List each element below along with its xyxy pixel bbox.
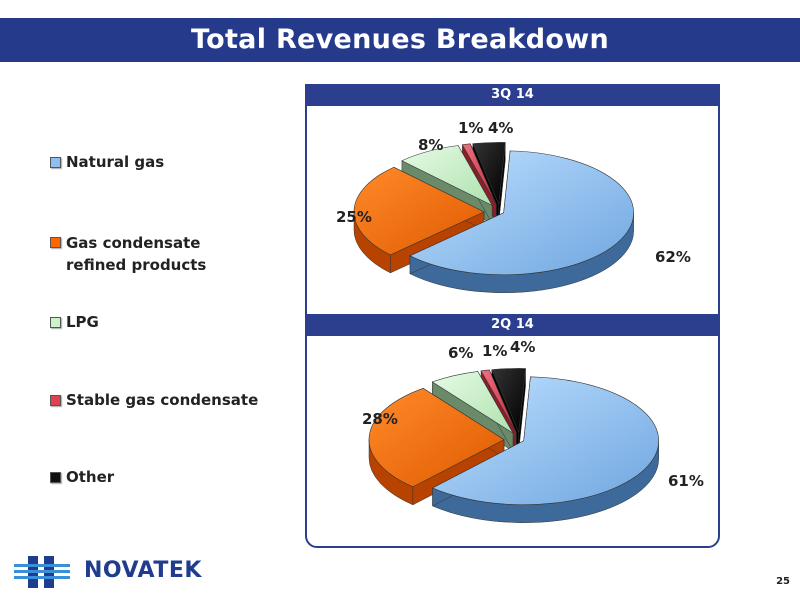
legend-swatch — [50, 472, 61, 483]
legend-swatch — [50, 237, 61, 248]
novatek-logo-icon — [14, 556, 70, 588]
pie-label-natural-gas: 62% — [655, 248, 691, 266]
pie-label-lpg: 8% — [418, 136, 443, 154]
pie-slice-stable-gas-condensate — [461, 143, 497, 205]
period-header-2q14: 2Q 14 — [305, 314, 720, 336]
legend-swatch — [50, 395, 61, 406]
legend-label: Gas condensate refined products — [66, 234, 207, 274]
pie-slice-natural-gas — [431, 376, 659, 505]
pie-0 — [353, 142, 634, 294]
novatek-logo: NOVATEK — [14, 556, 214, 588]
pie-slice-other — [472, 142, 506, 206]
legend-label: Stable gas condensate — [66, 391, 259, 409]
pie-label-other: 4% — [510, 338, 535, 356]
pie-slice-gas-condensate — [353, 166, 485, 256]
pie-slice-lpg — [401, 145, 493, 207]
pie-1 — [368, 368, 659, 523]
pie-label-gas-condensate: 28% — [362, 410, 398, 428]
legend-swatch — [50, 317, 61, 328]
page-title: Total Revenues Breakdown — [190, 24, 610, 55]
pie-label-natural-gas: 61% — [668, 472, 704, 490]
pie-label-lpg: 6% — [448, 344, 473, 362]
page-number: 25 — [776, 576, 790, 587]
period-header-3q14: 3Q 14 — [305, 84, 720, 106]
pie-slice-natural-gas — [409, 150, 634, 276]
legend-label: Natural gas — [66, 153, 165, 171]
pie-slice-stable-gas-condensate — [480, 369, 517, 433]
title-bar — [0, 18, 800, 62]
pie-slice-gas-condensate — [368, 387, 505, 488]
legend-swatch — [50, 157, 61, 168]
pie-label-gas-condensate: 25% — [336, 208, 372, 226]
pie-label-stable-gas-condensate: 1% — [458, 119, 483, 137]
legend-label: Other — [66, 468, 115, 486]
pie-label-stable-gas-condensate: 1% — [482, 342, 507, 360]
logo-text: NOVATEK — [84, 558, 202, 583]
legend-label: LPG — [66, 313, 99, 331]
pie-label-other: 4% — [488, 119, 513, 137]
pie-slice-other — [491, 368, 526, 434]
pie-slice-lpg — [431, 371, 514, 434]
